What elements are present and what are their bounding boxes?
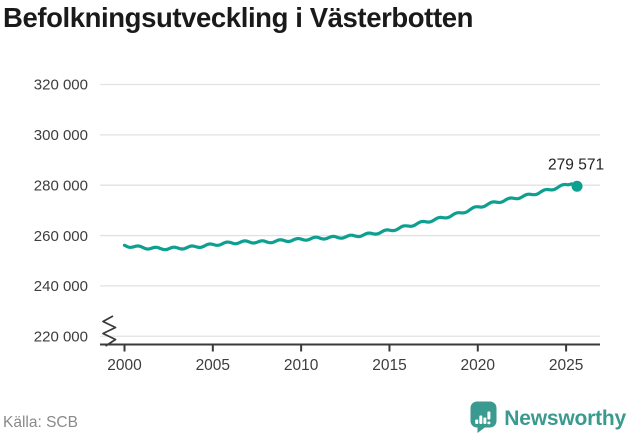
x-axis-tick-label: 2025	[549, 357, 583, 374]
y-axis-tick-label: 320 000	[34, 77, 88, 94]
x-axis-tick-label: 2010	[284, 357, 319, 374]
y-axis-tick-label: 260 000	[34, 228, 88, 245]
newsworthy-logo-icon	[470, 401, 497, 433]
x-axis-tick-label: 2000	[107, 357, 142, 374]
y-axis-tick-label: 280 000	[34, 177, 88, 194]
x-axis-tick-label: 2005	[196, 357, 230, 374]
axis-break-icon	[102, 315, 117, 347]
newsworthy-logo: Newsworthy	[470, 401, 626, 434]
y-axis-tick-label: 300 000	[34, 127, 88, 144]
end-point-dot	[571, 180, 583, 192]
series-line	[122, 182, 579, 252]
end-point-value-label: 279 571	[548, 156, 604, 173]
x-axis-tick-label: 2015	[372, 357, 406, 374]
x-axis-tick-label: 2020	[461, 357, 496, 374]
source-label: Källa: SCB	[3, 414, 78, 431]
y-axis-tick-label: 220 000	[34, 328, 88, 345]
brand-wordmark: Newsworthy	[504, 407, 626, 430]
y-axis-tick-label: 240 000	[34, 278, 88, 295]
chart-title: Befolkningsutveckling i Västerbotten	[3, 2, 473, 33]
